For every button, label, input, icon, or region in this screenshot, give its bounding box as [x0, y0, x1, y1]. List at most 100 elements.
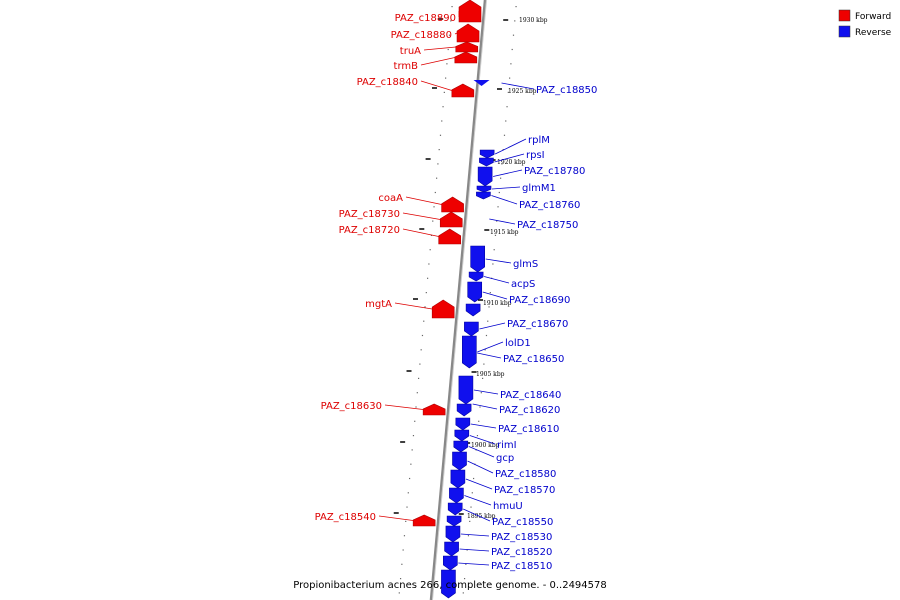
- reverse-gene-label: lolD1: [505, 338, 531, 349]
- forward-gene-label: coaA: [378, 193, 403, 204]
- genome-caption: Propionibacterium acnes 266, complete ge…: [293, 580, 607, 591]
- reverse-gene-label: PAZ_c18520: [491, 547, 552, 558]
- reverse-gene-arrow: [456, 403, 472, 417]
- reverse-gene-label: glmM1: [522, 183, 556, 194]
- tick-dot: [428, 263, 430, 265]
- tick-dot: [417, 377, 420, 379]
- tick-dot: [402, 549, 404, 551]
- tick-dot: [407, 492, 409, 494]
- reverse-gene-arrow: [479, 149, 495, 159]
- tick-dot: [438, 149, 440, 151]
- reverse-gene-arrow: [467, 281, 483, 303]
- tick-dot: [436, 177, 438, 179]
- label-leader: [491, 195, 518, 205]
- label-leader: [423, 46, 456, 51]
- reverse-gene-label: PAZ_c18550: [492, 517, 553, 528]
- label-leader: [405, 196, 442, 205]
- label-leader: [378, 515, 414, 521]
- label-leader: [494, 153, 525, 163]
- tick-dot: [502, 149, 504, 151]
- tick-dot: [439, 134, 442, 136]
- reverse-gene-arrow: [464, 321, 479, 337]
- reverse-gene-arrow: [450, 469, 466, 489]
- forward-gene-label: PAZ_c18880: [391, 30, 452, 41]
- scale-marks: 1930 kbp 1925 kbp 1920 kbp 1915 kbp 1910 kbp…: [393, 17, 548, 520]
- tick-dot: [419, 363, 421, 365]
- reverse-gene-arrow: [470, 245, 485, 273]
- tick-dot: [466, 549, 468, 551]
- reverse-gene-label: hmuU: [493, 501, 523, 512]
- scale-label: 1895 kbp: [467, 513, 496, 520]
- label-leader: [469, 435, 496, 445]
- tick-dot: [487, 320, 489, 322]
- reverse-gene-label: gcp: [496, 453, 514, 464]
- tick-dot: [416, 392, 418, 394]
- label-leader: [479, 322, 506, 330]
- forward-gene-label: truA: [400, 46, 421, 57]
- forward-gene-arrow: [454, 51, 478, 64]
- label-leader: [460, 533, 490, 537]
- reverse-gene-label: PAZ_c18760: [519, 200, 580, 211]
- tick-dot: [399, 578, 402, 580]
- tick-dot: [470, 506, 472, 508]
- reverse-gene-arrow: [462, 335, 477, 369]
- tick-dot: [427, 277, 429, 279]
- reverse-gene-arrow: [443, 555, 458, 571]
- reverse-gene-arrow: [468, 271, 484, 282]
- tick-dot: [462, 592, 464, 594]
- tick-dot: [509, 77, 511, 79]
- label-leader: [459, 548, 490, 552]
- tick-dot: [451, 6, 453, 8]
- tick-dot: [410, 463, 412, 465]
- label-leader: [473, 389, 499, 395]
- tick-dot: [414, 420, 416, 422]
- tick-dot: [447, 48, 449, 51]
- tick-dot: [493, 249, 495, 251]
- label-leader: [472, 403, 498, 410]
- label-leader: [454, 32, 458, 35]
- tick-dot: [476, 435, 479, 437]
- forward-gene-arrow: [456, 23, 480, 43]
- tick-dot: [450, 20, 452, 22]
- tick-dot: [425, 292, 427, 294]
- reverse-gene-label: PAZ_c18650: [503, 354, 564, 365]
- scale-label: 1910 kbp: [483, 300, 512, 307]
- tick-dot: [463, 578, 466, 580]
- tick-dot: [497, 206, 499, 208]
- tick-dot: [510, 63, 512, 65]
- label-leader: [402, 212, 441, 220]
- forward-gene-label: mgtA: [365, 299, 392, 310]
- tick-dot: [432, 220, 434, 222]
- tick-dot: [408, 477, 411, 480]
- label-leader: [465, 478, 493, 490]
- tick-dot: [480, 392, 482, 394]
- label-leader: [420, 57, 455, 66]
- tick-dot: [430, 234, 433, 236]
- reverse-gene-arrow: [458, 375, 474, 405]
- tick-dot: [506, 106, 508, 108]
- label-leader: [463, 508, 491, 522]
- reverse-gene-arrow: [465, 303, 481, 317]
- tick-dot: [467, 535, 470, 537]
- reverse-gene-arrow: [477, 166, 493, 187]
- tick-dot: [479, 406, 481, 408]
- tick-dot: [484, 349, 486, 351]
- tick-dot: [420, 349, 422, 351]
- tick-dot: [472, 477, 475, 480]
- tick-dot: [515, 6, 517, 8]
- tick-dot: [405, 520, 407, 522]
- backbone-shadow: [432, 0, 487, 600]
- reverse-gene-arrow: [473, 80, 490, 86]
- scale-label: 1905 kbp: [476, 371, 505, 378]
- reverse-gene-label: PAZ_c18850: [536, 85, 597, 96]
- label-leader: [485, 258, 512, 264]
- tick-dot: [494, 234, 497, 236]
- scale-label: 1930 kbp: [519, 17, 548, 24]
- tick-dot: [441, 120, 443, 122]
- label-leader: [470, 423, 497, 429]
- tick-dot: [415, 406, 417, 408]
- reverse-gene-label: acpS: [511, 279, 535, 290]
- label-leader: [394, 302, 433, 310]
- tick-dot: [433, 206, 435, 208]
